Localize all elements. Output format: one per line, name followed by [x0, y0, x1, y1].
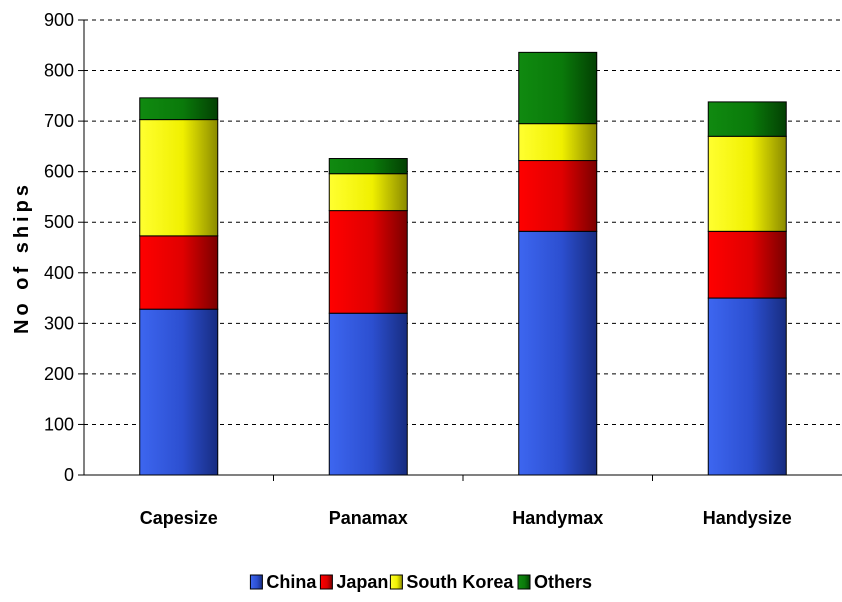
legend-label: Japan [336, 572, 388, 592]
legend-swatch [319, 574, 333, 590]
gridlines [84, 19, 842, 425]
bar-handysize-china [707, 297, 787, 476]
x-category-label: Panamax [329, 508, 408, 528]
x-category-label: Handysize [703, 508, 792, 528]
legend-label: China [266, 572, 317, 592]
bar-capesize-others [139, 97, 219, 121]
bar-handymax-china [518, 230, 598, 476]
bar-handysize-others [707, 101, 787, 137]
bar-capesize-china [139, 308, 219, 476]
legend-swatch [389, 574, 403, 590]
y-axis-tick-labels: 0 100 200 300 400 500 600 700 800 900 [44, 10, 74, 485]
bar-handymax-others [518, 51, 598, 125]
bar-panamax-china [328, 312, 408, 476]
bar-capesize-south-korea [139, 119, 219, 237]
bars [139, 51, 787, 476]
y-tick-label: 400 [44, 263, 74, 283]
legend-label: South Korea [406, 572, 514, 592]
legend-swatch [249, 574, 263, 590]
y-tick-label: 100 [44, 414, 74, 434]
bar-panamax-south-korea [328, 173, 408, 212]
bar-handymax-japan [518, 160, 598, 232]
y-tick-label: 600 [44, 162, 74, 182]
y-tick-label: 300 [44, 313, 74, 333]
bar-handysize-south-korea [707, 135, 787, 232]
axes [78, 19, 842, 481]
bar-panamax-japan [328, 210, 408, 314]
bar-panamax-others [328, 158, 408, 175]
y-tick-label: 900 [44, 10, 74, 30]
legend: China Japan South Korea Others [249, 572, 592, 592]
legend-swatch [517, 574, 531, 590]
y-tick-label: 200 [44, 364, 74, 384]
y-tick-label: 500 [44, 212, 74, 232]
bar-handysize-japan [707, 230, 787, 299]
bar-handymax-south-korea [518, 123, 598, 162]
x-axis-category-labels: Capesize Panamax Handymax Handysize [140, 508, 792, 528]
bar-capesize-japan [139, 235, 219, 310]
y-tick-label: 700 [44, 111, 74, 131]
x-category-label: Capesize [140, 508, 218, 528]
x-category-label: Handymax [512, 508, 603, 528]
y-tick-label: 800 [44, 61, 74, 81]
y-axis-title: No of ships [11, 181, 33, 334]
legend-label: Others [534, 572, 592, 592]
y-tick-label: 0 [64, 465, 74, 485]
